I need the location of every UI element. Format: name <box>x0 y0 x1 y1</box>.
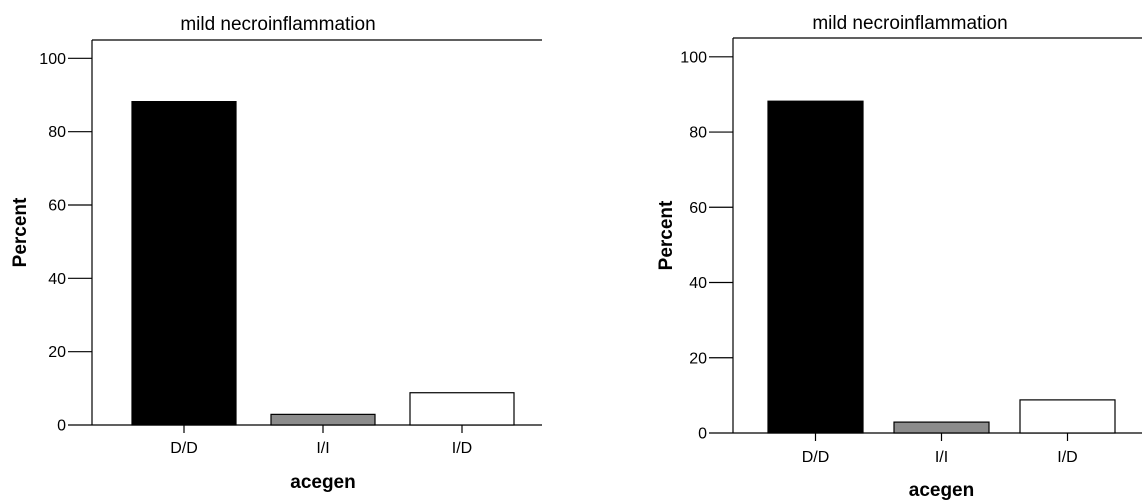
x-tick-label: I/I <box>316 440 329 457</box>
x-tick-label: I/D <box>1057 449 1077 466</box>
y-tick-label: 80 <box>48 124 66 141</box>
y-tick-label: 60 <box>689 200 707 217</box>
chart-title: mild necroinflammation <box>812 13 1007 34</box>
chart-panel-1: mild necroinflammation 0 20 40 60 80 100 Percen… <box>10 14 542 493</box>
y-tick-label: 20 <box>689 350 707 367</box>
y-tick-label: 40 <box>689 275 707 292</box>
bar-i-d <box>1019 399 1116 434</box>
y-tick-label: 80 <box>689 125 707 142</box>
x-axis-label: acegen <box>290 472 355 493</box>
y-tick-label: 100 <box>39 51 66 68</box>
chart-title: mild necroinflammation <box>180 14 375 35</box>
x-tick-label: I/D <box>452 440 472 457</box>
y-tick-label: 40 <box>48 271 66 288</box>
chart-panel-2: mild necroinflammation 0 20 40 60 80 100 Percen… <box>656 13 1142 500</box>
x-axis-label: acegen <box>909 480 974 500</box>
y-axis-label: Percent <box>10 197 31 267</box>
y-tick-label: 60 <box>48 198 66 215</box>
x-tick-label: I/I <box>935 449 948 466</box>
bar-d-d <box>767 100 864 434</box>
x-tick-label: D/D <box>802 449 830 466</box>
y-tick-label: 100 <box>680 49 707 66</box>
bar-i-d <box>409 392 515 426</box>
bar-d-d <box>131 100 237 426</box>
bar-i-i <box>270 413 376 426</box>
y-tick-label: 20 <box>48 344 66 361</box>
y-axis-label: Percent <box>656 200 677 270</box>
y-tick-label: 0 <box>57 418 66 435</box>
bar-i-i <box>893 421 990 434</box>
x-tick-label: D/D <box>170 440 198 457</box>
y-tick-label: 0 <box>698 426 707 443</box>
